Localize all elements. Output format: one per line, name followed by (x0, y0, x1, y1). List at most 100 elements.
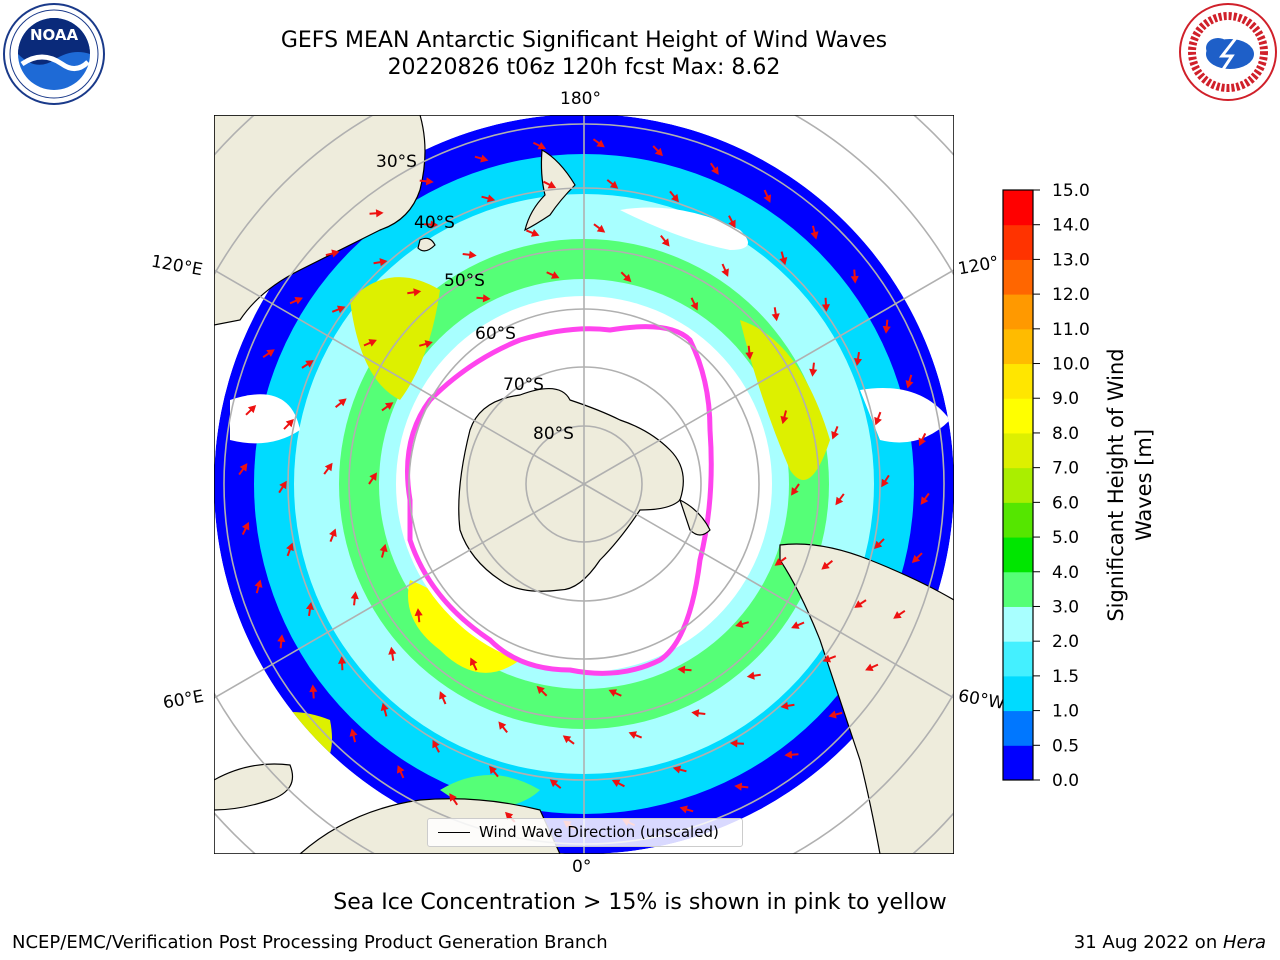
lat-label-80s: 80°S (533, 424, 574, 444)
arrow-head (763, 194, 772, 203)
arrow-head (331, 249, 340, 258)
arrow-head (671, 193, 679, 203)
arrow-head (432, 739, 440, 749)
lat-label-70s: 70°S (503, 375, 544, 395)
arrow-head (369, 472, 377, 481)
arrow-head (309, 684, 318, 693)
arrow-head (338, 398, 347, 407)
arrow-head (882, 325, 891, 334)
arrow-head (368, 339, 377, 347)
arrow-head (821, 561, 830, 570)
arrow-head (608, 689, 617, 697)
colorbar-title-line2: Waves [m] (1132, 428, 1156, 542)
sea-ice-note: Sea Ice Concentration > 15% is shown in … (333, 890, 947, 915)
arrow-head (536, 685, 545, 695)
arrow-head (305, 601, 315, 610)
arrow-head (279, 480, 287, 490)
arrow-head (853, 358, 863, 367)
arrow-head (874, 540, 883, 549)
arrow-head (537, 141, 547, 150)
colorbar-segment (1003, 606, 1033, 642)
arrow-head (774, 558, 784, 566)
arrow-head (277, 634, 286, 643)
colorbar-segment (1003, 710, 1033, 746)
arrow-head (609, 180, 619, 189)
legend-line (438, 832, 470, 833)
arrow-head (241, 521, 250, 531)
colorbar-tick-label: 7.0 (1052, 459, 1079, 479)
arrow-head (424, 340, 433, 348)
colorbar-tick-label: 9.0 (1052, 389, 1079, 409)
arrow-head (247, 405, 257, 414)
noaa-logo-icon: NOAA (3, 3, 105, 105)
lat-label-50s: 50°S (444, 271, 485, 291)
arrow-head (779, 256, 788, 266)
land (214, 115, 954, 854)
arrow-head (596, 139, 605, 148)
colorbar-tick-label: 0.5 (1052, 736, 1079, 756)
lat-label-40s: 40°S (414, 213, 455, 233)
arrow-head (611, 779, 621, 787)
arrow-head (285, 419, 294, 428)
arrow-head (480, 154, 489, 163)
arrow-head (690, 302, 699, 311)
colorbar-segment (1003, 745, 1033, 781)
arrow-head (551, 271, 560, 279)
lon-label-0: 0° (572, 857, 592, 877)
arrow-head (562, 735, 572, 744)
arrow-head (350, 591, 359, 600)
colorbar-segment (1003, 502, 1033, 538)
map-legend: Wind Wave Direction (unscaled) (427, 818, 743, 847)
chart-title: GEFS MEAN Antarctic Significant Height o… (280, 28, 888, 53)
arrow-head (379, 258, 388, 267)
footer-credit: NCEP/EMC/Verification Post Processing Pr… (12, 932, 608, 953)
arrow-head (854, 600, 863, 608)
arrow-head (254, 579, 263, 588)
arrow-head (530, 229, 540, 237)
arrow-head (439, 691, 447, 700)
arrow-head (324, 462, 333, 472)
colorbar-tick-label: 13.0 (1052, 250, 1090, 270)
arrow-head (349, 728, 358, 737)
arrow-head (468, 250, 477, 259)
arrow-head (482, 294, 491, 303)
legend-label: Wind Wave Direction (unscaled) (479, 823, 719, 841)
arrow-head (893, 611, 902, 619)
nws-logo-icon (1179, 3, 1277, 101)
arrow-head (414, 608, 423, 617)
arrow-head (721, 268, 729, 277)
arrow-head (623, 273, 632, 283)
colorbar-segment (1003, 294, 1033, 330)
colorbar-segment (1003, 537, 1033, 573)
colorbar-segment (1003, 259, 1033, 295)
colorbar-segment (1003, 675, 1033, 712)
colorbar-segment (1003, 571, 1033, 607)
arrow-head (336, 305, 346, 314)
arrow-head (791, 487, 799, 496)
arrow-head (784, 750, 793, 759)
colorbar-segment (1003, 363, 1033, 399)
colorbar-tick-label: 3.0 (1052, 597, 1079, 617)
arrow-head (305, 360, 314, 368)
colorbar: 0.0 0.5 1.0 1.5 2.0 3.0 4.0 5.0 6.0 7.0 8.0 9.0 10.0… (1002, 181, 1090, 790)
arrow-head (780, 701, 789, 710)
arrow-head (239, 463, 248, 472)
footer-date: 31 Aug 2022 on Hera (1074, 932, 1266, 953)
arrow-head (379, 543, 388, 553)
colorbar-segment (1003, 432, 1033, 469)
arrow-head (780, 415, 789, 425)
arrow-head (396, 765, 405, 774)
colorbar-segment (1003, 190, 1033, 226)
colorbar-tick-label: 14.0 (1052, 216, 1090, 236)
lat-label-30s: 30°S (376, 152, 417, 172)
colorbar-segment (1003, 224, 1033, 260)
colorbar-tick-label: 12.0 (1052, 285, 1090, 305)
chart-subtitle: 20220826 t06z 120h fcst Max: 8.62 (387, 55, 781, 80)
arrow-head (810, 231, 819, 240)
arrow-head (905, 380, 914, 389)
colorbar-segment (1003, 398, 1033, 434)
arrow-head (425, 177, 434, 186)
arrow-head (489, 765, 497, 775)
arrow-head (728, 219, 736, 229)
